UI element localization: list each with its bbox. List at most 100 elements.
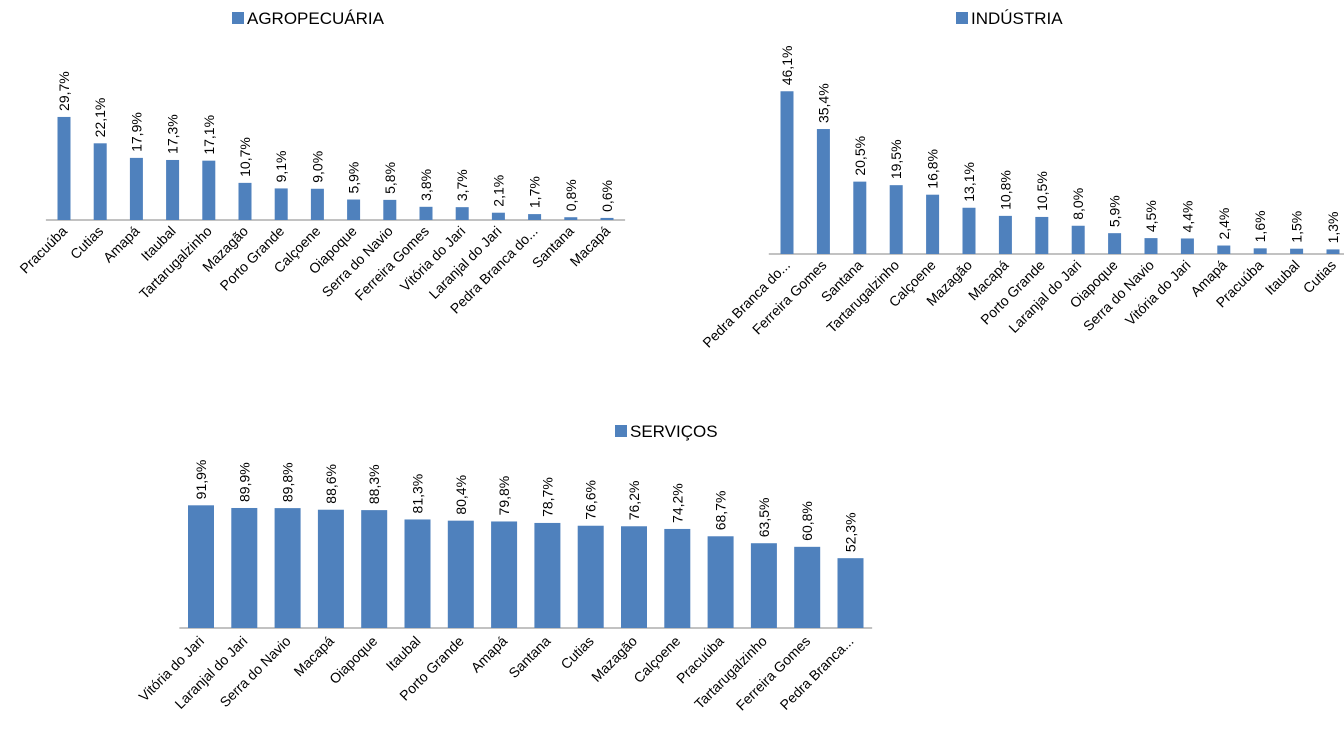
data-label: 5,9% (346, 162, 362, 194)
data-label: 22,1% (92, 98, 108, 138)
bar (889, 185, 903, 254)
bar (621, 526, 647, 628)
bar (926, 194, 940, 254)
bar (794, 546, 821, 628)
bar (238, 182, 252, 220)
category-label: Cutias (1300, 257, 1339, 296)
bar (361, 510, 388, 628)
data-label: 52,3% (843, 512, 859, 552)
data-label: 80,4% (453, 475, 469, 515)
category-label: Cutias (67, 223, 106, 262)
data-label: 3,7% (454, 169, 470, 201)
bar (1071, 225, 1085, 254)
data-label: 79,8% (496, 476, 512, 516)
bar (166, 159, 180, 220)
bar (93, 143, 107, 220)
data-label: 76,6% (583, 480, 599, 520)
data-label: 0,6% (599, 180, 615, 212)
bar (1144, 238, 1158, 254)
bar (1108, 233, 1122, 254)
category-label: Oiapoque (326, 633, 380, 687)
bar (1035, 216, 1049, 254)
bar (274, 508, 301, 628)
data-label: 89,8% (280, 462, 296, 502)
bar (404, 519, 431, 628)
data-label: 8,0% (1070, 188, 1086, 220)
bar (962, 207, 976, 254)
bar (310, 188, 324, 220)
data-label: 78,7% (539, 477, 555, 517)
bar (1253, 248, 1267, 254)
bar (317, 509, 344, 628)
data-label: 88,6% (323, 464, 339, 504)
data-label: 1,6% (1252, 210, 1268, 242)
data-label: 19,5% (888, 139, 904, 179)
legend-swatch (956, 12, 968, 24)
data-label: 29,7% (56, 71, 72, 111)
category-label: Vitória do Jari (1122, 257, 1194, 329)
legend-label: SERVIÇOS (630, 422, 718, 441)
category-label: Macapá (567, 223, 614, 270)
category-label: Pedra Branca... (777, 633, 857, 713)
bar (577, 525, 604, 628)
category-label: Pracuúba (16, 223, 70, 277)
data-label: 10,8% (997, 170, 1013, 210)
category-label: Amapá (468, 633, 511, 676)
chart-agropecuaria: AGROPECUÁRIA 29,7% Pracuúba 22,1% Cutias 17,9… (16, 9, 626, 317)
bar (998, 215, 1012, 254)
category-label: Ferreira Gomes (733, 633, 814, 714)
data-label: 46,1% (779, 46, 795, 86)
category-label: Itaubal (383, 633, 424, 674)
data-label: 9,1% (273, 151, 289, 183)
bar (816, 129, 830, 254)
data-label: 35,4% (815, 83, 831, 123)
data-label: 68,7% (713, 491, 729, 531)
category-label: Amapá (100, 223, 143, 266)
data-label: 10,5% (1034, 171, 1050, 211)
legend-label: INDÚSTRIA (971, 9, 1063, 28)
category-label: Itaubal (1262, 257, 1303, 298)
bar (837, 558, 864, 628)
data-label: 81,3% (410, 474, 426, 514)
data-label: 17,9% (128, 112, 144, 152)
bar (1290, 248, 1304, 254)
data-label: 17,1% (201, 115, 217, 155)
bar (528, 214, 542, 220)
bar (534, 522, 561, 628)
data-label: 4,5% (1143, 200, 1159, 232)
bar (853, 181, 867, 254)
legend-swatch (615, 425, 627, 437)
data-label: 91,9% (193, 460, 209, 500)
data-label: 63,5% (756, 498, 772, 538)
category-label: Santana (505, 633, 553, 681)
data-label: 60,8% (799, 501, 815, 541)
bar (455, 207, 469, 220)
bar (231, 507, 258, 628)
data-label: 1,7% (527, 176, 543, 208)
bar (1217, 245, 1231, 254)
data-label: 74,2% (669, 483, 685, 523)
legend-label: AGROPECUÁRIA (247, 9, 385, 28)
legend-swatch (232, 12, 244, 24)
bar (750, 543, 777, 628)
data-label: 9,0% (309, 151, 325, 183)
bar (664, 528, 691, 628)
data-label: 0,8% (563, 179, 579, 211)
data-label: 89,9% (236, 462, 252, 502)
data-label: 13,1% (961, 162, 977, 202)
data-label: 5,9% (1107, 195, 1123, 227)
bar (491, 521, 518, 628)
data-label: 76,2% (626, 481, 642, 521)
data-label: 17,3% (165, 114, 181, 154)
bar (347, 199, 361, 220)
bar (780, 91, 794, 254)
bar (491, 212, 505, 220)
bar (600, 217, 614, 220)
data-label: 2,1% (490, 175, 506, 207)
bar (274, 188, 288, 220)
data-label: 4,4% (1179, 201, 1195, 233)
bar (1326, 249, 1340, 254)
